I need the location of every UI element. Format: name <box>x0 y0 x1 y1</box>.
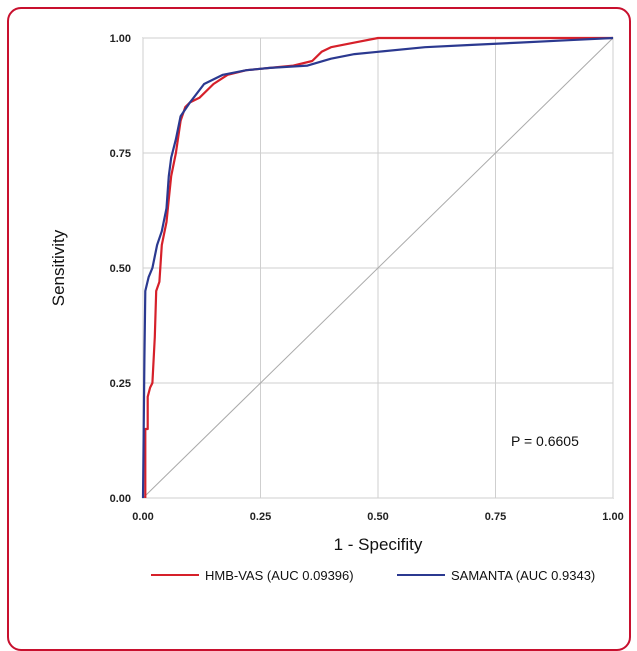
y-tick-label: 0.50 <box>110 263 131 275</box>
series-layer <box>141 36 614 499</box>
legend-label-samanta: SAMANTA (AUC 0.9343) <box>451 568 595 583</box>
y-tick-label: 0.75 <box>110 148 131 160</box>
y-axis-label: Sensitivity <box>49 229 68 306</box>
chart-frame: 0.00 0.25 0.50 0.75 1.00 0.00 0.25 0.50 0.75 1.0… <box>7 7 631 651</box>
x-tick-label: 0.25 <box>250 511 271 523</box>
legend-label-hmb-vas: HMB-VAS (AUC 0.09396) <box>205 568 354 583</box>
y-tick-label: 1.00 <box>110 33 131 45</box>
roc-chart: 0.00 0.25 0.50 0.75 1.00 0.00 0.25 0.50 0.75 1.0… <box>49 33 624 583</box>
y-tick-labels: 0.00 0.25 0.50 0.75 1.00 <box>110 33 131 505</box>
x-tick-label: 0.50 <box>367 511 388 523</box>
series-line-1 <box>141 36 614 499</box>
x-axis-label: 1 - Specifity <box>334 535 423 554</box>
x-tick-labels: 0.00 0.25 0.50 0.75 1.00 <box>132 511 623 523</box>
y-tick-label: 0.00 <box>110 493 131 505</box>
x-tick-label: 0.00 <box>132 511 153 523</box>
reference-diagonal <box>142 37 614 499</box>
legend: HMB-VAS (AUC 0.09396) SAMANTA (AUC 0.934… <box>151 568 595 583</box>
y-tick-label: 0.25 <box>110 378 131 390</box>
p-value-annotation: P = 0.6605 <box>511 433 579 449</box>
x-tick-label: 1.00 <box>602 511 623 523</box>
x-tick-label: 0.75 <box>485 511 506 523</box>
